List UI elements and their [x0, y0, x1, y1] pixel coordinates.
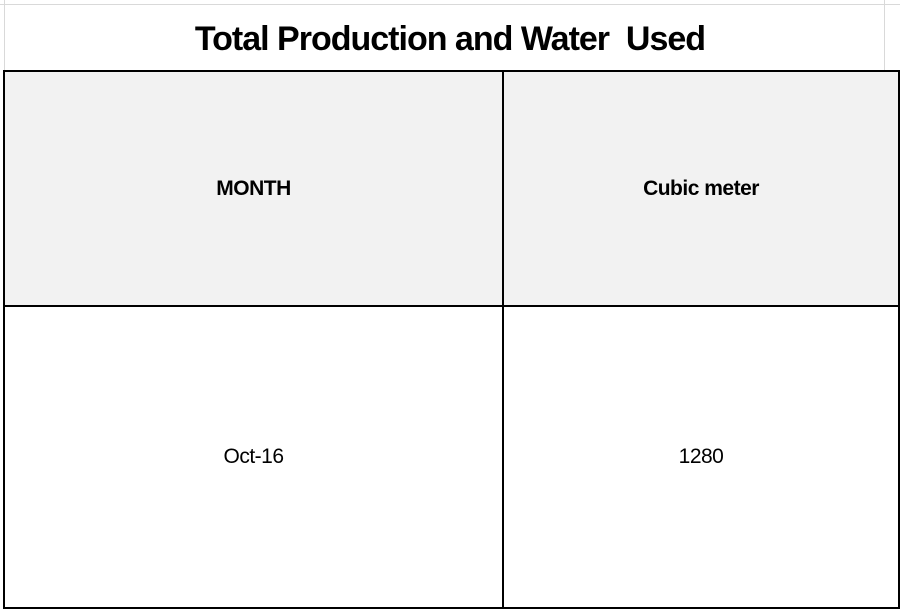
gridline: [884, 0, 885, 72]
cell-cubic-meter[interactable]: 1280: [502, 305, 900, 609]
column-header-cubic-meter[interactable]: Cubic meter: [502, 70, 900, 307]
page-title: Total Production and Water Used: [194, 19, 706, 58]
column-header-month[interactable]: MONTH: [3, 70, 504, 307]
cell-month[interactable]: Oct-16: [3, 305, 504, 609]
table-row: Oct-16 1280: [3, 305, 900, 609]
gridline: [4, 0, 5, 72]
table-header-row: MONTH Cubic meter: [3, 70, 900, 307]
gridline: [0, 4, 900, 5]
data-table: MONTH Cubic meter Oct-16 1280: [3, 70, 900, 609]
